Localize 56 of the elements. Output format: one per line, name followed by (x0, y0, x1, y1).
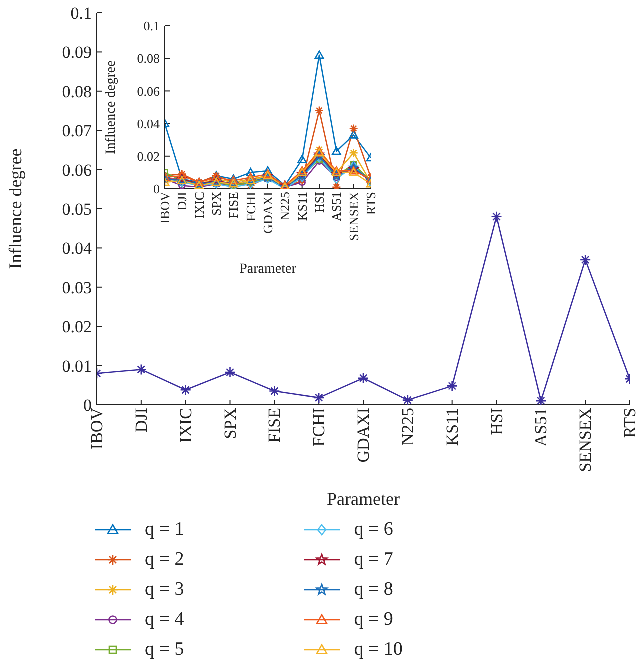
x-tick-label: SPX (220, 408, 240, 440)
y-tick-label: 0.05 (62, 200, 92, 220)
y-tick-label: 0.1 (144, 18, 160, 34)
legend-label: q = 5 (145, 639, 184, 661)
x-tick-label: RTS (620, 408, 640, 438)
x-tick-label: FISE (226, 192, 242, 219)
x-tick-label: N225 (278, 192, 293, 221)
x-tick-label: IBOV (158, 191, 172, 224)
x-tick-label: FISE (265, 408, 284, 443)
legend-label: q = 6 (354, 519, 394, 541)
x-tick-label: AS51 (329, 192, 344, 222)
x-tick-label: HSI (487, 408, 506, 436)
legend-label: q = 4 (145, 609, 184, 631)
legend-label: q = 10 (354, 639, 403, 661)
legend-label: q = 3 (145, 579, 184, 601)
x-tick-label: DJI (132, 408, 151, 433)
y-tick-label: 0.09 (62, 43, 92, 62)
x-tick-label: IXIC (192, 192, 207, 219)
y-tick-label: 0.04 (62, 239, 92, 258)
y-tick-label: 0.04 (137, 116, 160, 132)
x-tick-label: GDAXI (260, 192, 276, 234)
y-tick-label: 0.1 (70, 4, 92, 24)
x-tick-label: SPX (209, 191, 224, 216)
y-tick-label: 0 (84, 396, 92, 416)
y-tick-label: 0.02 (137, 149, 160, 164)
x-tick-label: SENSEX (346, 191, 362, 242)
legend-label: q = 2 (145, 549, 184, 571)
y-tick-label: 0.07 (62, 122, 92, 141)
y-tick-label: 0.08 (137, 51, 160, 66)
y-tick-label: 0.01 (62, 356, 92, 376)
x-axis-title: Parameter (240, 262, 297, 277)
x-tick-label: KS11 (294, 192, 310, 222)
x-tick-label: FCHI (243, 192, 258, 222)
x-tick-label: SENSEX (576, 408, 596, 472)
x-tick-label: N225 (398, 408, 418, 446)
legend-label: q = 8 (354, 579, 394, 601)
x-tick-label: IXIC (176, 408, 196, 443)
x-tick-label: KS11 (442, 408, 462, 446)
legend-label: q = 1 (145, 519, 184, 541)
x-tick-label: HSI (312, 192, 327, 213)
legend-label: q = 9 (354, 609, 394, 631)
y-axis-title: Influence degree (5, 148, 26, 270)
y-tick-label: 0.02 (62, 318, 92, 337)
y-tick-label: 0.06 (62, 160, 92, 180)
y-tick-label: 0 (154, 182, 160, 197)
x-tick-label: GDAXI (354, 408, 373, 463)
x-tick-label: AS51 (532, 408, 551, 447)
x-tick-label: DJI (174, 192, 190, 211)
y-tick-label: 0.08 (62, 82, 92, 102)
y-tick-label: 0.03 (62, 278, 92, 298)
y-tick-label: 0.06 (137, 84, 160, 99)
x-axis-title: Parameter (327, 489, 400, 509)
x-tick-label: FCHI (310, 408, 329, 447)
y-axis-title: Influence degree (104, 60, 120, 154)
legend-label: q = 7 (354, 549, 394, 571)
x-tick-label: RTS (364, 192, 378, 216)
